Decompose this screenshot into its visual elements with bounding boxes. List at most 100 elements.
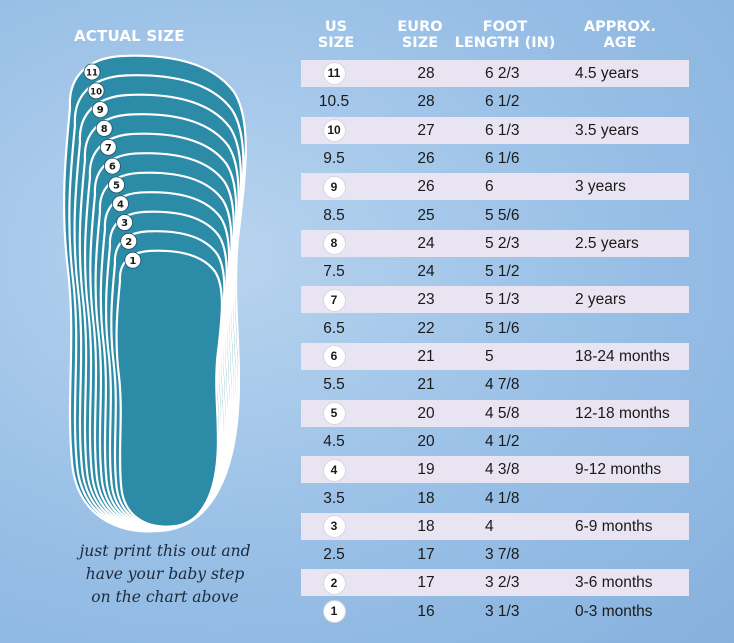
approx-age-cell: 0-3 months (575, 602, 653, 620)
euro-size-cell: 18 (417, 489, 435, 507)
us-size-cell: 9 (315, 173, 353, 200)
size-badge: 8 (323, 233, 345, 255)
svg-text:6: 6 (109, 162, 116, 173)
foot-length-cell: 6 (485, 178, 494, 196)
size-badge: 10 (323, 120, 345, 141)
header-approx-age: APPROX. AGE (583, 19, 657, 51)
size-marker-4: 4 (112, 195, 129, 213)
euro-size-cell: 17 (417, 574, 435, 592)
us-size-cell: 3 (315, 513, 353, 540)
foot-length-cell: 4 1/2 (485, 432, 520, 450)
approx-age-cell: 3-6 months (575, 574, 653, 592)
actual-size-title: ACTUAL SIZE (74, 27, 185, 45)
euro-size-cell: 20 (417, 432, 435, 450)
table-row: 2 17 3 2/3 3-6 months (301, 569, 689, 597)
table-row: 3.5 18 4 1/8 (301, 485, 689, 512)
euro-size-cell: 25 (417, 206, 435, 224)
foot-length-cell: 4 1/8 (485, 489, 520, 507)
foot-outline-diagram: 1 2 3 4 5 6 7 8 9 10 11 (62, 54, 247, 533)
us-size-cell: 9.5 (323, 149, 345, 167)
size-badge: 9 (323, 176, 345, 198)
tagline-line-3: on the chart above (91, 588, 239, 606)
euro-size-cell: 19 (417, 461, 435, 479)
us-size-cell: 11 (315, 60, 353, 87)
us-size-cell: 2.5 (323, 546, 345, 564)
euro-size-cell: 23 (417, 291, 435, 309)
table-row: 4 19 4 3/8 9-12 months (301, 456, 689, 484)
size-marker-2: 2 (120, 232, 138, 250)
svg-text:8: 8 (101, 124, 108, 135)
size-marker-3: 3 (116, 214, 133, 231)
foot-length-cell: 5 1/6 (485, 319, 520, 337)
table-row: 9.5 26 6 1/6 (301, 145, 689, 172)
table-row: 7 23 5 1/3 2 years (301, 286, 689, 314)
table-row: 3 18 4 6-9 months (301, 512, 689, 540)
us-size-cell: 7.5 (323, 263, 345, 281)
us-size-cell: 5.5 (323, 376, 345, 394)
euro-size-cell: 28 (417, 65, 435, 82)
header-euro-size: EURO SIZE (397, 19, 443, 51)
approx-age-cell: 6-9 months (575, 517, 653, 535)
print-instructions: just print this out and have your baby s… (50, 540, 280, 609)
table-row: 10.5 28 6 1/2 (301, 88, 689, 115)
foot-length-cell: 6 1/2 (485, 93, 520, 111)
us-size-cell: 8 (315, 230, 353, 257)
approx-age-cell: 2 years (575, 291, 626, 309)
foot-length-cell: 5 1/2 (485, 263, 520, 281)
header-foot-length: FOOT LENGTH (IN) (454, 19, 556, 51)
us-size-cell: 6 (315, 343, 353, 370)
euro-size-cell: 18 (417, 517, 435, 535)
table-row: 5 20 4 5/8 12-18 months (301, 399, 689, 427)
table-row: 1 16 3 1/3 0-3 months (301, 598, 689, 625)
tagline-line-2: have your baby step (85, 565, 245, 583)
foot-length-cell: 6 1/6 (485, 149, 520, 167)
euro-size-cell: 21 (417, 348, 435, 365)
svg-text:7: 7 (105, 143, 112, 154)
us-size-cell: 1 (315, 598, 353, 625)
us-size-cell: 4.5 (323, 432, 345, 450)
euro-size-cell: 20 (417, 404, 435, 422)
us-size-cell: 8.5 (323, 206, 345, 224)
us-size-cell: 10.5 (318, 93, 350, 111)
svg-text:10: 10 (90, 87, 102, 97)
foot-length-cell: 6 2/3 (485, 65, 520, 82)
size-badge: 5 (323, 403, 345, 424)
svg-text:4: 4 (117, 199, 124, 210)
table-row: 6 21 5 18-24 months (301, 343, 689, 370)
us-size-cell: 2 (315, 569, 353, 596)
size-badge: 2 (323, 572, 345, 594)
size-badge: 3 (323, 516, 345, 538)
foot-length-cell: 6 1/3 (485, 121, 520, 139)
approx-age-cell: 2.5 years (575, 234, 639, 252)
size-badge: 6 (323, 346, 345, 368)
table-row: 4.5 20 4 1/2 (301, 428, 689, 455)
svg-text:2: 2 (125, 237, 132, 248)
us-size-cell: 5 (315, 400, 353, 427)
svg-text:3: 3 (121, 218, 128, 229)
size-marker-10: 10 (87, 82, 105, 100)
foot-length-cell: 3 2/3 (485, 574, 520, 592)
foot-length-cell: 3 7/8 (485, 546, 520, 564)
approx-age-cell: 9-12 months (575, 461, 662, 479)
us-size-cell: 10 (315, 117, 353, 144)
size-badge: 7 (323, 289, 345, 311)
size-marker-6: 6 (104, 157, 121, 175)
euro-size-cell: 26 (417, 149, 435, 167)
euro-size-cell: 16 (417, 602, 435, 620)
size-marker-5: 5 (108, 176, 125, 194)
approx-age-cell: 4.5 years (575, 65, 639, 82)
table-row: 7.5 24 5 1/2 (301, 258, 689, 285)
foot-length-cell: 5 5/6 (485, 206, 520, 224)
table-row: 5.5 21 4 7/8 (301, 371, 689, 398)
table-row: 10 27 6 1/3 3.5 years (301, 116, 689, 144)
svg-text:11: 11 (86, 69, 98, 79)
foot-length-cell: 5 1/3 (485, 291, 520, 309)
euro-size-cell: 28 (417, 93, 435, 111)
foot-outline-size-1 (115, 249, 224, 528)
foot-length-cell: 4 3/8 (485, 461, 520, 479)
table-row: 8.5 25 5 5/6 (301, 202, 689, 229)
svg-text:9: 9 (97, 105, 104, 116)
header-us-size: US SIZE (317, 19, 355, 51)
euro-size-cell: 24 (417, 234, 435, 252)
euro-size-cell: 21 (417, 376, 435, 394)
